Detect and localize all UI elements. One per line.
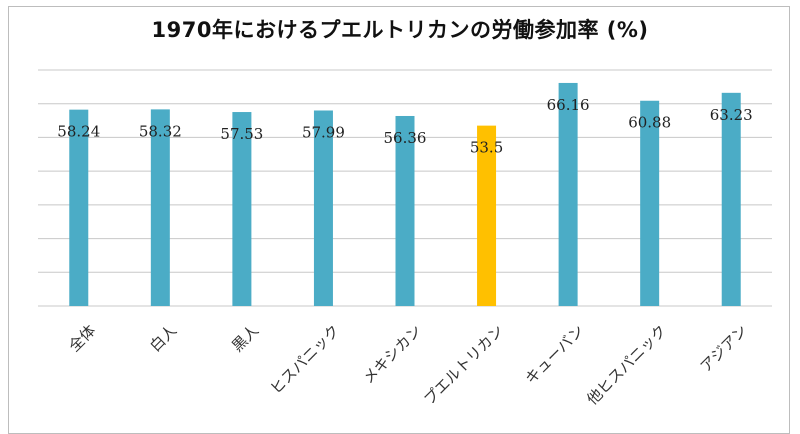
bar-6 xyxy=(558,82,578,306)
chart-title: 1970年におけるプエルトリカンの労働参加率 (%) xyxy=(151,18,649,42)
data-label-7: 60.88 xyxy=(628,114,671,132)
bar-2 xyxy=(232,112,252,306)
bar-4 xyxy=(395,115,415,306)
data-label-1: 58.32 xyxy=(139,122,182,140)
data-label-8: 63.23 xyxy=(710,106,753,124)
bar-0 xyxy=(69,109,89,306)
data-label-2: 57.53 xyxy=(220,125,263,143)
bar-1 xyxy=(150,109,170,306)
data-label-4: 56.36 xyxy=(384,129,427,147)
data-label-5: 53.5 xyxy=(470,139,503,157)
data-label-0: 58.24 xyxy=(57,123,100,141)
data-label-3: 57.99 xyxy=(302,123,345,141)
data-label-6: 66.16 xyxy=(547,96,590,114)
bar-5 xyxy=(477,125,497,306)
bar-8 xyxy=(721,92,741,306)
bar-7 xyxy=(640,100,660,306)
bar-3 xyxy=(313,110,333,306)
